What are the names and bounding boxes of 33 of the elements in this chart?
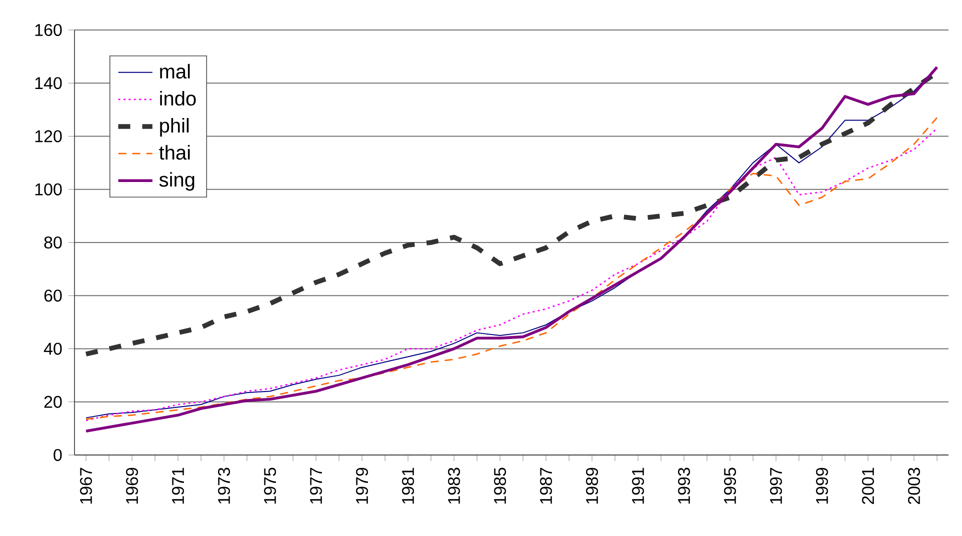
x-tick-label: 1971 [172,468,184,504]
x-tick-label: 1983 [448,468,460,504]
y-tick-label: 20 [44,396,62,408]
x-tick-label: 2001 [862,468,874,504]
y-tick-label: 60 [44,290,62,302]
x-tick-label: 1973 [218,468,230,504]
x-tick-label: 1977 [310,468,322,504]
x-tick-label: 1993 [678,468,690,504]
x-tick-label: 1985 [494,468,506,504]
y-tick-label: 40 [44,342,62,355]
y-tick-label: 140 [35,77,62,90]
legend-label: phil [160,118,189,137]
y-tick-label: 160 [35,24,62,36]
y-tick-label: 0 [54,448,62,462]
legend-label: mal [160,64,190,79]
y-tick-label: 80 [44,236,62,249]
x-tick-label: 1987 [540,468,552,504]
y-tick-label: 100 [35,183,62,196]
y-tick-label: 120 [35,130,62,142]
legend-label: sing [159,172,194,191]
x-tick-label: 1969 [126,468,138,504]
x-tick-label: 1967 [80,468,92,504]
x-tick-label: 1979 [356,468,368,504]
legend-label: indo [160,90,196,106]
x-tick-label: 1997 [770,468,782,504]
x-tick-label: 1991 [632,468,644,504]
x-tick-label: 2003 [908,468,920,504]
x-tick-label: 1995 [724,468,736,504]
x-tick-label: 1989 [586,468,598,504]
legend-label: thai [159,145,190,160]
x-tick-label: 1975 [264,468,276,504]
x-tick-label: 1981 [402,468,414,504]
x-tick-label: 1999 [816,468,828,504]
